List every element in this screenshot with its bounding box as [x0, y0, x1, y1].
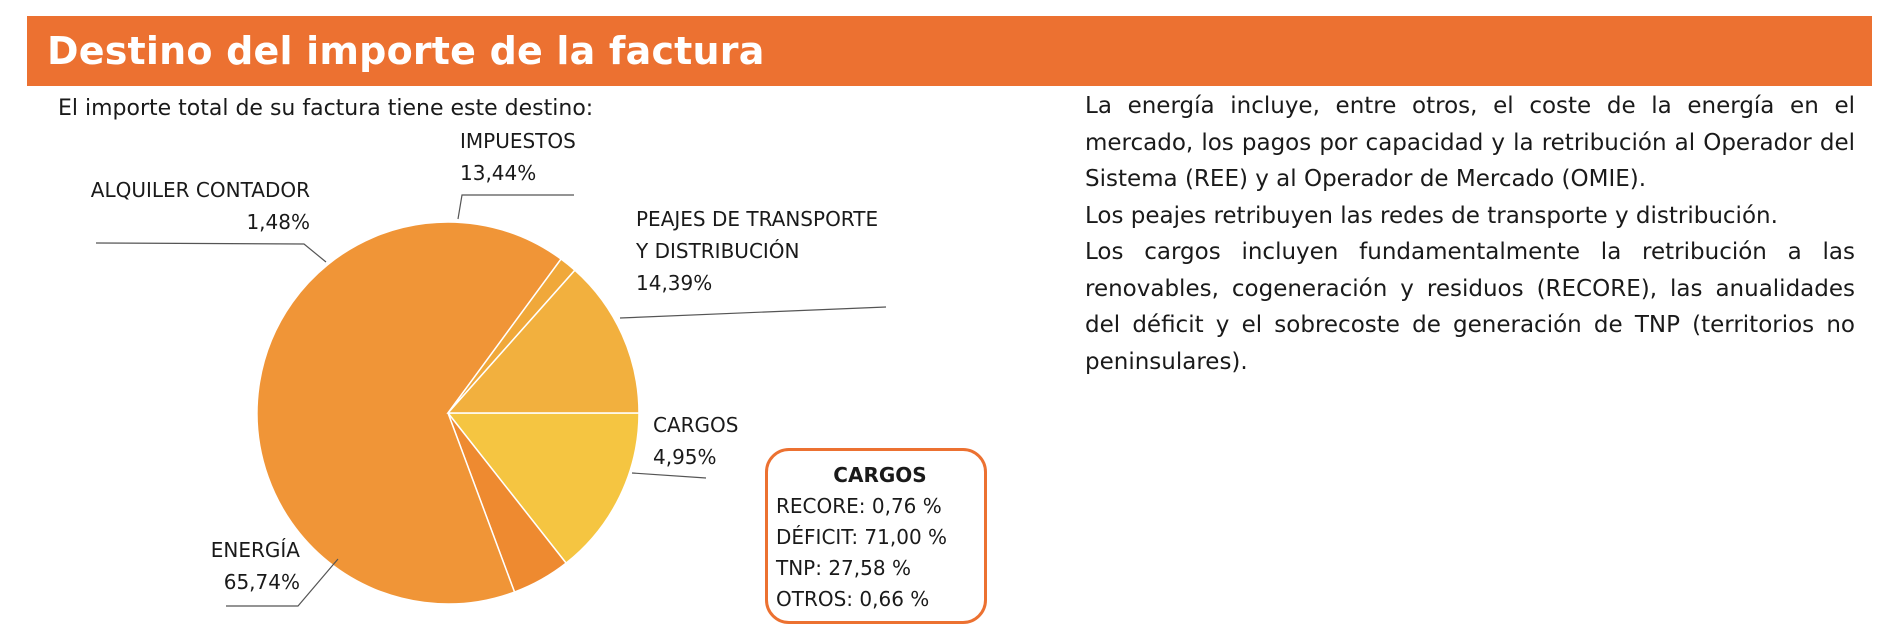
cargos-row-tnp: TNP: 27,58 % — [776, 556, 911, 580]
cargos-box-title: CARGOS — [833, 463, 927, 487]
slice-category-label-2: ENERGÍA — [211, 538, 301, 562]
cargos-row-otros: OTROS: 0,66 % — [776, 587, 930, 611]
cargos-row-deficit: DÉFICIT: 71,00 % — [776, 525, 948, 549]
chart-intro-text: El importe total de su factura tiene est… — [58, 96, 594, 121]
cargos-breakdown-box: CARGOS RECORE: 0,76 % DÉFICIT: 71,00 % T… — [765, 448, 987, 624]
slice-value-label-4: 13,44% — [460, 161, 536, 185]
slice-value-label-0: 14,39% — [636, 271, 712, 295]
leader-line-1 — [631, 472, 707, 479]
description-cargos: Los cargos incluyen fundamentalmente la … — [1085, 239, 1855, 375]
slice-value-label-3: 1,48% — [246, 210, 310, 234]
header-bar: Destino del importe de la factura — [27, 16, 1872, 86]
description-peajes: Los peajes retribuyen las redes de trans… — [1085, 202, 1778, 229]
pie-slice-2 — [256, 221, 563, 605]
slice-value-label-1: 4,95% — [653, 445, 717, 469]
pie-chart: PEAJES DE TRANSPORTE Y DISTRIBUCIÓN 14,39%… — [91, 129, 887, 607]
slice-category-label-0: Y DISTRIBUCIÓN — [635, 239, 800, 263]
leader-line-2 — [226, 558, 339, 607]
leader-line-4 — [457, 194, 574, 220]
slice-category-label-0: PEAJES DE TRANSPORTE — [636, 207, 878, 231]
slice-value-label-2: 65,74% — [224, 570, 300, 594]
leader-line-0 — [619, 306, 887, 319]
slice-category-label-4: IMPUESTOS — [460, 129, 576, 153]
leader-line-3 — [95, 242, 327, 263]
pie-slice-4 — [446, 269, 640, 414]
slice-category-label-3: ALQUILER CONTADOR — [91, 178, 310, 202]
cargos-row-recore: RECORE: 0,76 % — [776, 494, 942, 518]
description-panel: La energía incluye, entre otros, el cost… — [1085, 88, 1855, 380]
page-title: Destino del importe de la factura — [47, 29, 765, 73]
description-energy: La energía incluye, entre otros, el cost… — [1085, 93, 1855, 192]
slice-category-label-1: CARGOS — [653, 413, 738, 437]
pie-slice-0 — [446, 412, 640, 565]
